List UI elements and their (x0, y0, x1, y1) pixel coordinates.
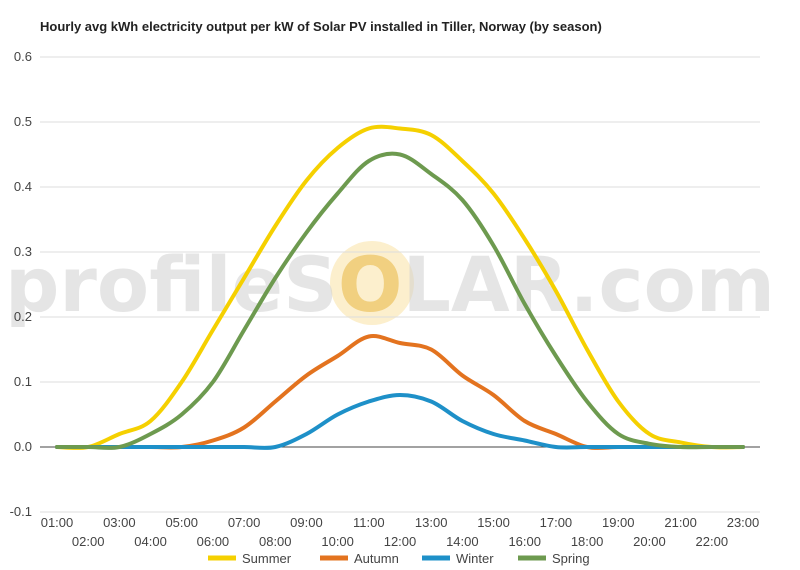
y-tick-label: 0.6 (14, 49, 32, 64)
x-tick-label: 19:00 (602, 515, 635, 530)
x-tick-label: 15:00 (477, 515, 510, 530)
x-tick-label: 07:00 (228, 515, 261, 530)
watermark-text-part3: LAR.com (402, 240, 775, 329)
y-tick-label: 0.2 (14, 309, 32, 324)
x-tick-label: 12:00 (384, 534, 417, 549)
series-line-summer (55, 124, 745, 450)
x-tick-label: 03:00 (103, 515, 136, 530)
legend-label-summer: Summer (242, 551, 292, 566)
x-tick-label: 17:00 (540, 515, 573, 530)
series-line-spring (55, 151, 745, 450)
legend-label-winter: Winter (456, 551, 494, 566)
y-tick-label: 0.4 (14, 179, 32, 194)
y-tick-label: 0.1 (14, 374, 32, 389)
legend-label-autumn: Autumn (354, 551, 399, 566)
legend: Summer Autumn Winter Spring (208, 551, 590, 566)
x-tick-label: 02:00 (72, 534, 105, 549)
watermark-text-part1: profile (5, 240, 283, 329)
y-tick-label: 0.5 (14, 114, 32, 129)
svg-text:profileSOLAR.com: profileSOLAR.com (5, 240, 775, 329)
x-tick-label: 23:00 (727, 515, 760, 530)
x-tick-label: 01:00 (41, 515, 74, 530)
x-tick-label: 22:00 (696, 534, 729, 549)
chart-title: Hourly avg kWh electricity output per kW… (40, 19, 602, 34)
y-tick-label: -0.1 (10, 504, 32, 519)
x-tick-label: 14:00 (446, 534, 479, 549)
watermark-sun-icon (330, 241, 414, 325)
legend-label-spring: Spring (552, 551, 590, 566)
x-tick-label: 16:00 (508, 534, 541, 549)
watermark-sun-o: O (338, 240, 403, 329)
x-tick-label: 13:00 (415, 515, 448, 530)
x-tick-label: 08:00 (259, 534, 292, 549)
x-tick-label: 11:00 (353, 515, 385, 530)
y-tick-label: 0.0 (14, 439, 32, 454)
series-line-winter (55, 393, 745, 450)
x-tick-label: 21:00 (664, 515, 697, 530)
series-lines (55, 124, 745, 450)
x-tick-label: 04:00 (134, 534, 167, 549)
y-tick-label: 0.3 (14, 244, 32, 259)
x-tick-label: 09:00 (290, 515, 323, 530)
x-tick-label: 20:00 (633, 534, 666, 549)
y-axis: -0.1 0.0 0.1 0.2 0.3 0.4 0.5 0.6 (10, 49, 32, 519)
x-tick-label: 18:00 (571, 534, 604, 549)
x-tick-label: 05:00 (165, 515, 198, 530)
x-tick-label: 10:00 (321, 534, 354, 549)
x-axis: 01:00 02:00 03:00 04:00 05:00 06:00 07:00 08:00… (41, 515, 760, 549)
x-tick-label: 06:00 (197, 534, 230, 549)
watermark: profileSOLAR.com (5, 240, 775, 329)
